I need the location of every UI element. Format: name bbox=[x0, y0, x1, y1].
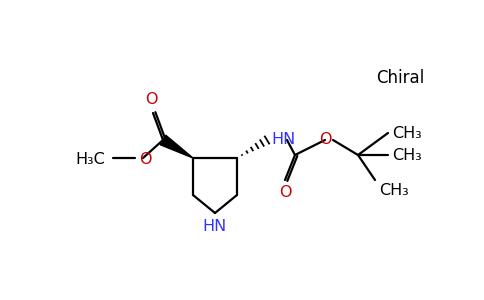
Text: Chiral: Chiral bbox=[376, 69, 424, 87]
Text: O: O bbox=[319, 131, 331, 146]
Text: O: O bbox=[139, 152, 151, 166]
Text: O: O bbox=[145, 92, 157, 107]
Text: H₃C: H₃C bbox=[75, 152, 105, 166]
Text: O: O bbox=[279, 185, 291, 200]
Text: CH₃: CH₃ bbox=[392, 125, 422, 140]
Text: HN: HN bbox=[203, 219, 227, 234]
Text: HN: HN bbox=[271, 131, 295, 146]
Polygon shape bbox=[160, 135, 193, 158]
Text: CH₃: CH₃ bbox=[379, 183, 409, 198]
Text: CH₃: CH₃ bbox=[392, 148, 422, 163]
